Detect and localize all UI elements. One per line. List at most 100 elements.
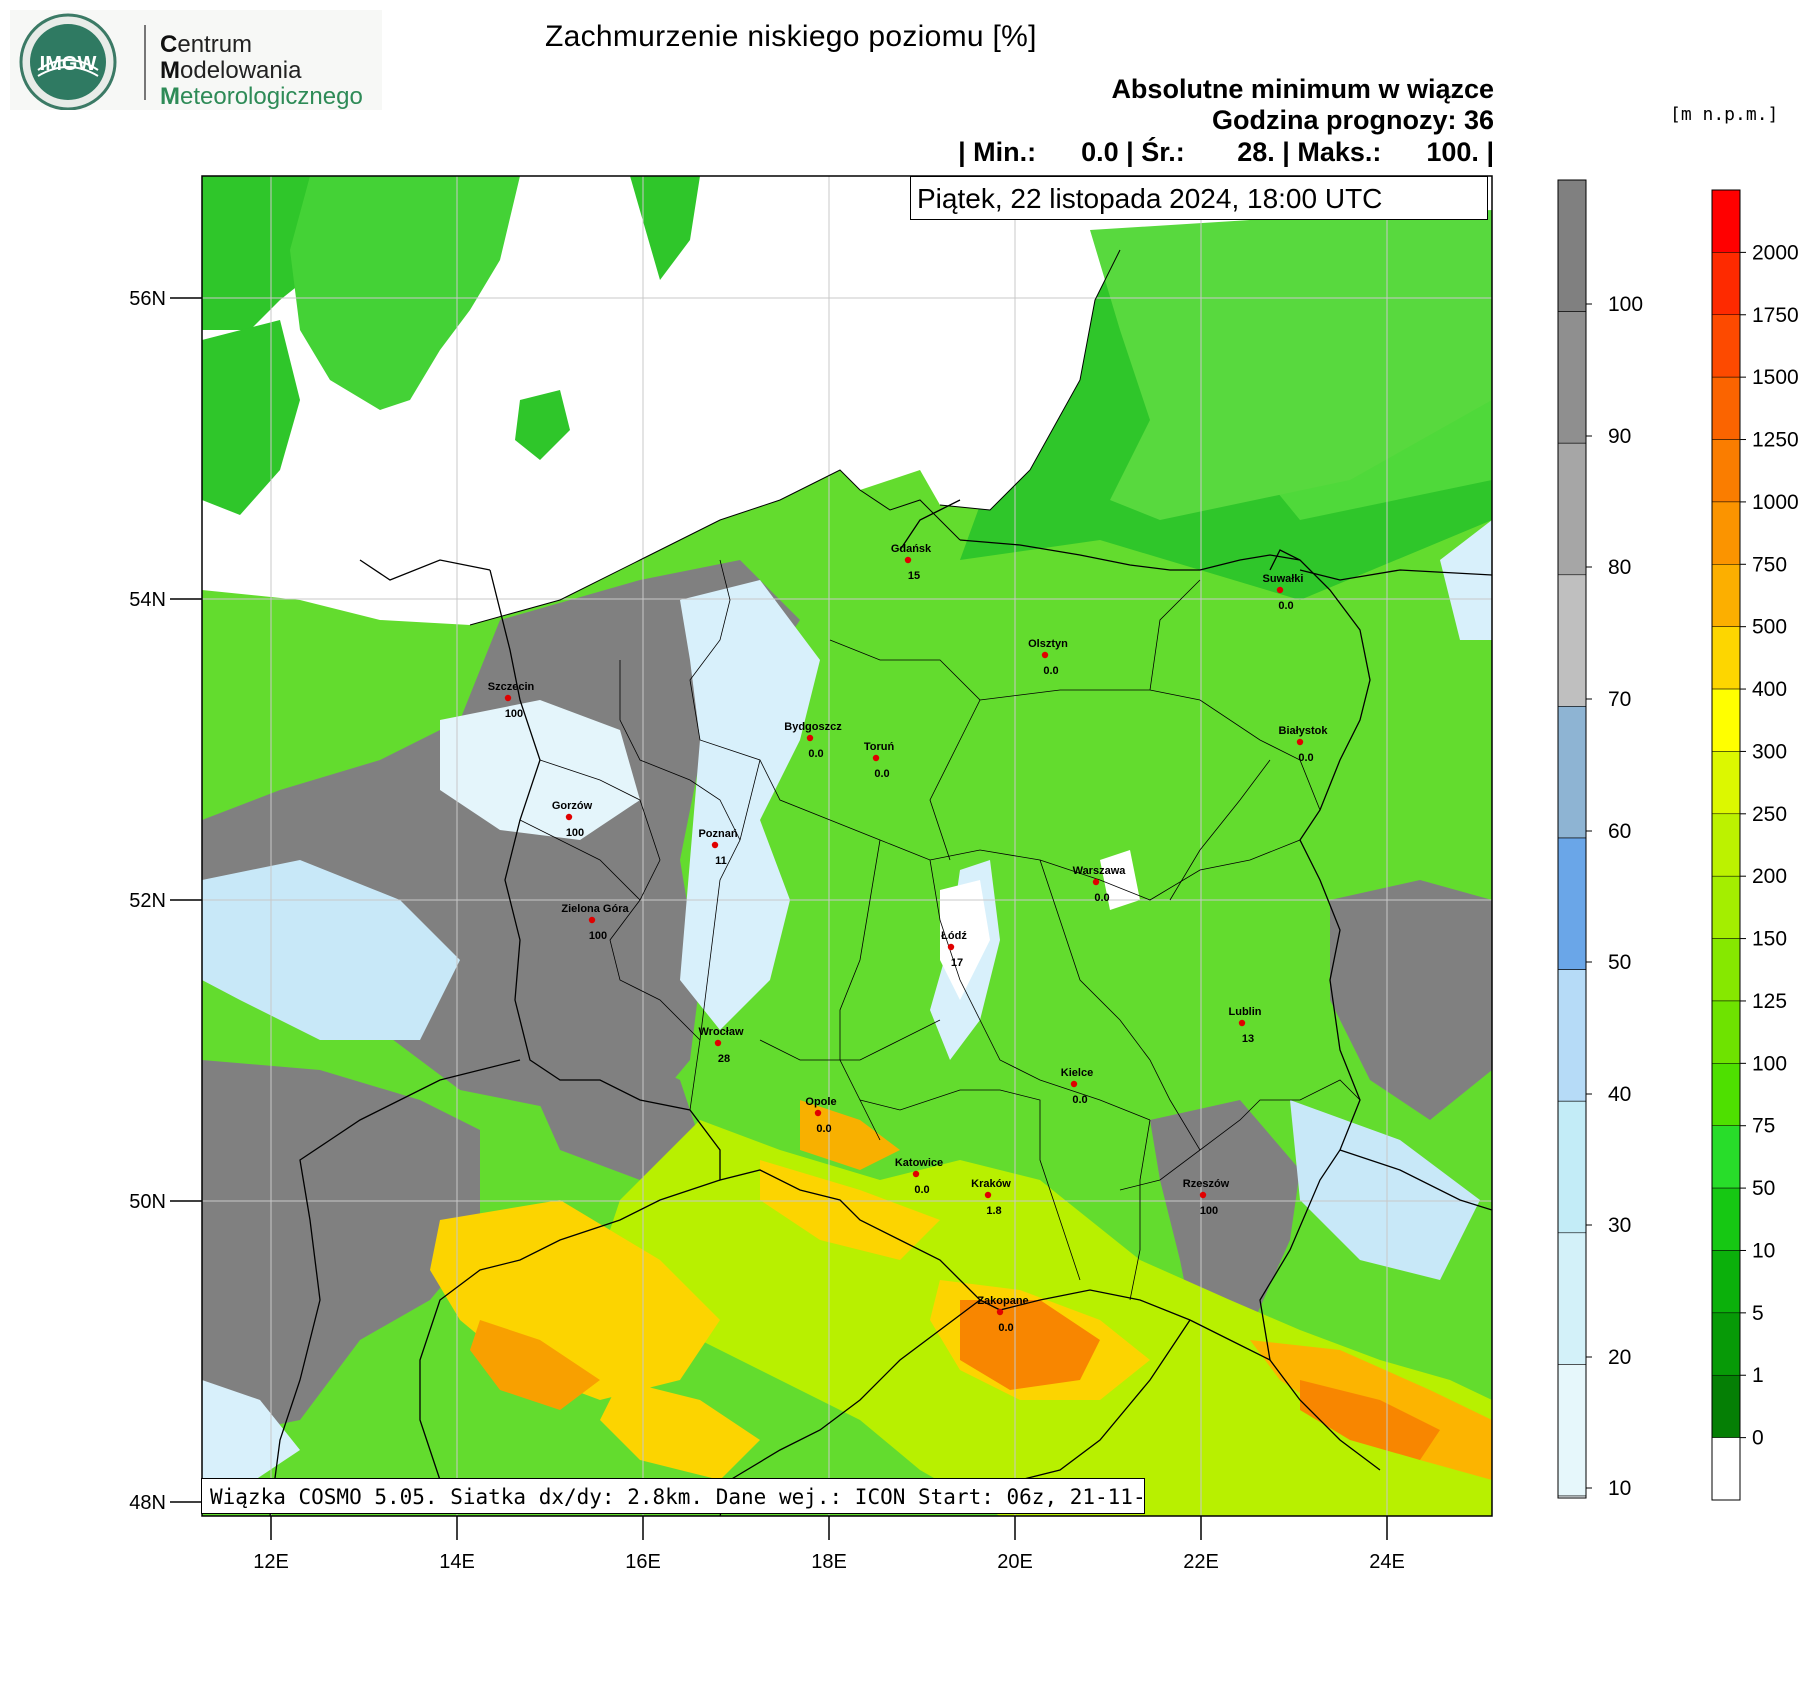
lat-label-50: 50N (129, 1191, 166, 1213)
city-dot (996, 1308, 1004, 1316)
city-value: 13 (1242, 1033, 1254, 1045)
terrain-colorbar-swatch (1711, 1374, 1741, 1438)
terrain-colorbar-label: 300 (1752, 740, 1787, 763)
city-name: Katowice (895, 1157, 943, 1169)
terrain-colorbar-swatch (1711, 501, 1741, 565)
terrain-colorbar: 2000175015001250100075050040030025020015… (1711, 189, 1799, 1501)
city-marker: Warszawa 0.0 (1073, 865, 1127, 904)
graticule (202, 176, 1492, 1516)
city-value: 100 (505, 708, 523, 720)
lon-label-24: 24E (1369, 1551, 1405, 1573)
terrain-colorbar-label: 150 (1752, 928, 1787, 951)
cloud-colorbar-label: 30 (1608, 1214, 1631, 1237)
terrain-colorbar-swatch (1711, 314, 1741, 378)
terrain-colorbar-label: 0 (1752, 1427, 1764, 1450)
cloud-colorbar-swatch (1557, 574, 1587, 707)
terrain-colorbar-swatch (1711, 189, 1741, 253)
city-marker: Szczecin 100 (488, 681, 535, 720)
city-marker: Rzeszów 100 (1183, 1178, 1230, 1217)
city-dot (814, 1109, 822, 1117)
city-name: Gdańsk (891, 543, 932, 555)
city-dot (1199, 1191, 1207, 1199)
terrain-colorbar-swatch (1711, 688, 1741, 752)
terrain-colorbar-label: 1250 (1752, 429, 1799, 452)
cloud-colorbar-label: 20 (1608, 1346, 1631, 1369)
city-dot (588, 916, 596, 924)
voivodeship-borders (519, 559, 1361, 1301)
city-marker: Kielce 0.0 (1061, 1067, 1093, 1106)
terrain-colorbar-swatch (1711, 875, 1741, 939)
city-value: 0.0 (816, 1123, 831, 1135)
cloud-colorbar-swatch (1557, 1364, 1587, 1497)
lat-label-48: 48N (129, 1492, 166, 1514)
city-value: 0.0 (1043, 665, 1058, 677)
terrain-colorbar-label: 250 (1752, 803, 1787, 826)
cloud-colorbar-swatch (1557, 969, 1587, 1102)
info-line-1: Absolutne minimum w wiązce (1111, 74, 1494, 104)
city-name: Olsztyn (1028, 638, 1068, 650)
terrain-colorbar-swatch (1711, 376, 1741, 440)
terrain-colorbar-label: 1000 (1752, 491, 1799, 514)
city-name: Gorzów (552, 800, 593, 812)
cloud-colorbar-swatch (1557, 442, 1587, 576)
city-value: 0.0 (998, 1322, 1013, 1334)
city-marker: Zielona Góra 100 (561, 903, 629, 942)
city-name: Białystok (1279, 725, 1329, 737)
terrain-colorbar-label: 5 (1752, 1302, 1764, 1325)
city-name: Zakopane (977, 1295, 1028, 1307)
imgw-badge-icon: IMGW (10, 10, 382, 110)
city-value: 0.0 (914, 1184, 929, 1196)
logo-badge-text: IMGW (40, 53, 97, 75)
city-value: 0.0 (1298, 752, 1313, 764)
cloud-colorbar-swatch (1557, 311, 1587, 444)
city-name: Warszawa (1073, 865, 1127, 877)
terrain-colorbar-swatch (1711, 751, 1741, 815)
terrain-colorbar-swatch (1711, 1063, 1741, 1126)
chart-title: Zachmurzenie niskiego poziomu [%] (545, 20, 1037, 53)
lat-label-54: 54N (129, 589, 166, 611)
cloud-colorbar-swatch (1557, 1100, 1587, 1234)
city-name: Kraków (971, 1178, 1011, 1190)
imgw-logo: IMGW Centrum Modelowania Meteorologiczne… (10, 10, 382, 110)
city-marker: Kraków 1.8 (971, 1178, 1011, 1217)
terrain-colorbar-label: 2000 (1752, 241, 1799, 264)
city-value: 1.8 (986, 1205, 1001, 1217)
city-value: 0.0 (1072, 1094, 1087, 1106)
lon-label-12: 12E (253, 1551, 289, 1573)
country-borders (269, 499, 1492, 1516)
stats-line: | Min.: 0.0 | Śr.: 28. | Maks.: 100. | (958, 137, 1494, 167)
city-name: Opole (805, 1096, 836, 1108)
terrain-colorbar-swatch (1711, 1000, 1741, 1064)
city-marker: Gdańsk 15 (891, 543, 932, 582)
cloud-colorbar-swatch (1557, 179, 1587, 312)
cloud-colorbar-label: 60 (1608, 820, 1631, 843)
city-name: Szczecin (488, 681, 535, 693)
city-dot (1070, 1080, 1078, 1088)
city-dot (565, 813, 573, 821)
terrain-colorbar-swatch (1711, 252, 1741, 316)
terrain-colorbar-swatch (1711, 938, 1741, 1002)
city-name: Lublin (1229, 1006, 1262, 1018)
cloud-colorbar-label: 40 (1608, 1083, 1631, 1106)
valid-time-label: Piątek, 22 listopada 2024, 18:00 UTC (910, 176, 1488, 220)
terrain-colorbar-label: 1 (1752, 1364, 1764, 1387)
forecast-hour: Godzina prognozy: 36 (1211, 105, 1494, 135)
city-marker: Toruń 0.0 (864, 741, 895, 780)
city-dot (872, 754, 880, 762)
terrain-colorbar-swatch (1711, 626, 1741, 690)
lon-label-14: 14E (439, 1551, 475, 1573)
terrain-colorbar-swatch (1711, 564, 1741, 627)
lat-label-52: 52N (129, 890, 166, 912)
terrain-colorbar-swatch (1711, 1125, 1741, 1189)
cloud-colorbar: 100 90 80 70 60 50 40 30 20 10 (1557, 179, 1643, 1500)
model-info-footer: Wiązka COSMO 5.05. Siatka dx/dy: 2.8km. … (201, 1478, 1145, 1514)
city-marker: Łódź 17 (941, 930, 967, 969)
lat-label-56: 56N (129, 288, 166, 310)
cloud-colorbar-frame (1557, 179, 1587, 1499)
map-frame (201, 175, 1493, 1517)
terrain-colorbar-label: 750 (1752, 553, 1787, 576)
city-name: Poznań (698, 828, 737, 840)
city-name: Wrocław (698, 1026, 743, 1038)
city-marker: Bydgoszcz 0.0 (784, 721, 842, 760)
